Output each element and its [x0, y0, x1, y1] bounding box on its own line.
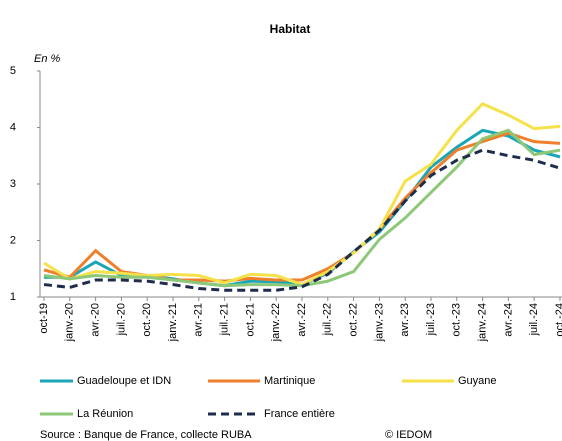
- y-tick-label: 1: [10, 291, 16, 303]
- series-line: [44, 128, 561, 288]
- x-tick-label: oct.-24: [554, 303, 562, 337]
- x-tick-label: oct-19: [38, 303, 50, 334]
- x-tick-label: janv.-21: [167, 303, 179, 342]
- series-line: [43, 128, 561, 288]
- x-tick-label: avr.-24: [502, 303, 514, 337]
- x-tick-label: juil.-23: [425, 303, 437, 336]
- y-tick-label: 2: [10, 234, 16, 246]
- x-tick-label: avr.-22: [296, 303, 308, 337]
- x-tick-label: janv.-23: [373, 303, 385, 342]
- x-tick-label: avr.-20: [90, 303, 102, 337]
- legend-label: Guadeloupe et IDN: [77, 375, 171, 387]
- legend-label: La Réunion: [77, 408, 133, 420]
- y-tick-label: 3: [10, 178, 16, 190]
- copyright: © IEDOM: [385, 429, 432, 441]
- y-axis-label: En %: [34, 53, 61, 65]
- source: Source : Banque de France, collecte RUBA: [40, 429, 252, 441]
- x-tick-label: oct.-20: [141, 303, 153, 337]
- x-tick-label: janv.-24: [477, 303, 489, 342]
- x-tick-label: oct.-21: [244, 303, 256, 337]
- y-tick-label: 5: [10, 65, 16, 77]
- legend-label: Guyane: [458, 375, 497, 387]
- x-tick-label: avr.-21: [193, 303, 205, 337]
- series-line: [43, 131, 561, 283]
- legend-label: Martinique: [264, 375, 315, 387]
- x-tick-label: juil.-22: [322, 303, 334, 336]
- chart-title: Habitat: [270, 22, 311, 36]
- x-tick-label: avr.-23: [399, 303, 411, 337]
- x-tick-label: oct.-23: [451, 303, 463, 337]
- x-tick-label: janv.-20: [64, 303, 76, 342]
- x-tick-label: juil.-21: [219, 303, 231, 336]
- x-tick-label: janv.-22: [270, 303, 282, 342]
- x-tick-label: juil.-20: [115, 303, 127, 336]
- x-tick-label: juil.-24: [528, 303, 540, 336]
- x-tick-label: oct.-22: [348, 303, 360, 337]
- legend-label: France entière: [264, 408, 335, 420]
- series-line: [43, 148, 561, 292]
- y-tick-label: 4: [10, 121, 16, 133]
